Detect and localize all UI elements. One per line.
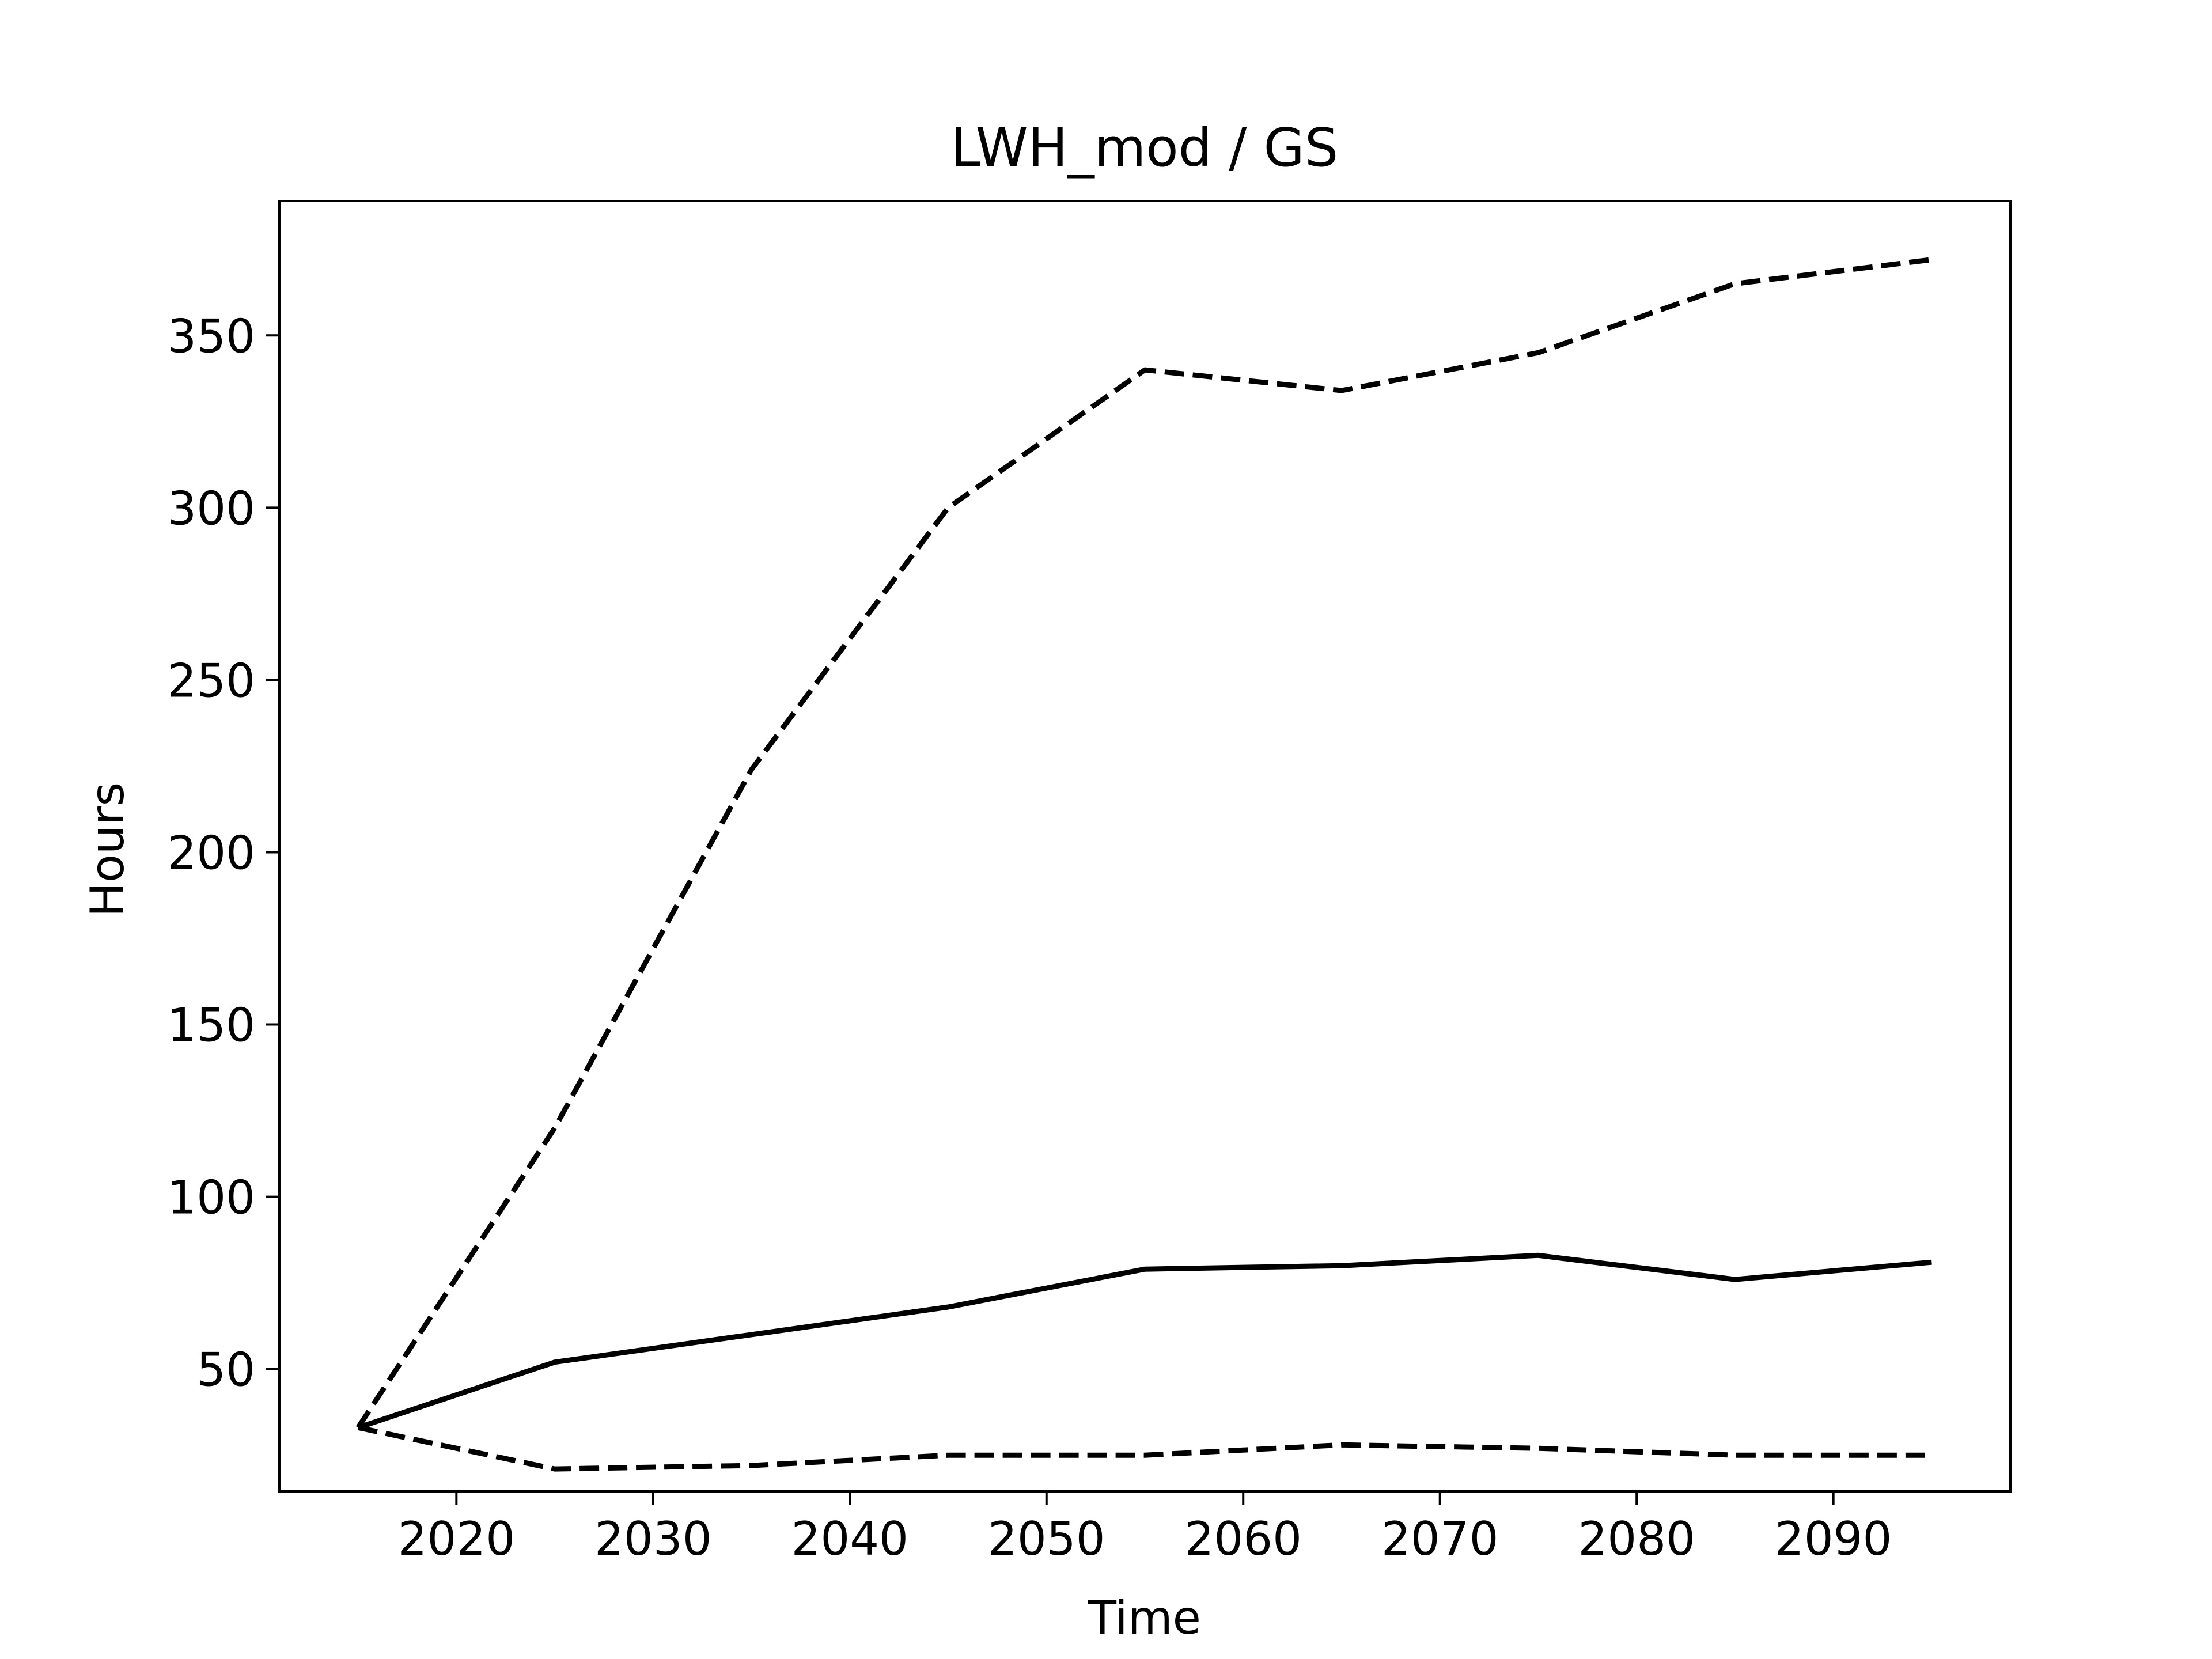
y-tick-label: 50 xyxy=(196,1343,255,1397)
y-tick-label: 200 xyxy=(167,826,255,880)
x-tick-label: 2040 xyxy=(791,1512,908,1566)
series-layer xyxy=(355,257,1932,1472)
y-axis-label: Hours xyxy=(81,782,134,917)
chart-title: LWH_mod / GS xyxy=(951,117,1338,179)
plot-frame xyxy=(278,200,2012,1493)
y-tick-label: 100 xyxy=(167,1171,255,1225)
solid-series-line-1 xyxy=(357,1252,1932,1430)
x-tick-label: 2080 xyxy=(1578,1512,1695,1566)
dashed-series-line-0 xyxy=(355,257,1932,1429)
x-tick-label: 2020 xyxy=(398,1512,516,1566)
y-tick-label: 250 xyxy=(167,654,255,707)
x-tick-label: 2050 xyxy=(988,1512,1105,1566)
dashed-series-line-2 xyxy=(357,1425,1932,1472)
x-tick-label: 2030 xyxy=(594,1512,712,1566)
y-tick-label: 350 xyxy=(167,309,255,363)
x-tick-label: 2070 xyxy=(1381,1512,1499,1566)
x-tick-label: 2090 xyxy=(1775,1512,1892,1566)
axes-layer: 2020 2030 2040 2050 2060 2070 2080 2090 50 100 150… xyxy=(167,309,1892,1566)
y-tick-label: 150 xyxy=(167,999,255,1052)
x-axis-label: Time xyxy=(1088,1591,1201,1645)
x-tick-label: 2060 xyxy=(1184,1512,1302,1566)
y-tick-label: 300 xyxy=(167,482,255,535)
